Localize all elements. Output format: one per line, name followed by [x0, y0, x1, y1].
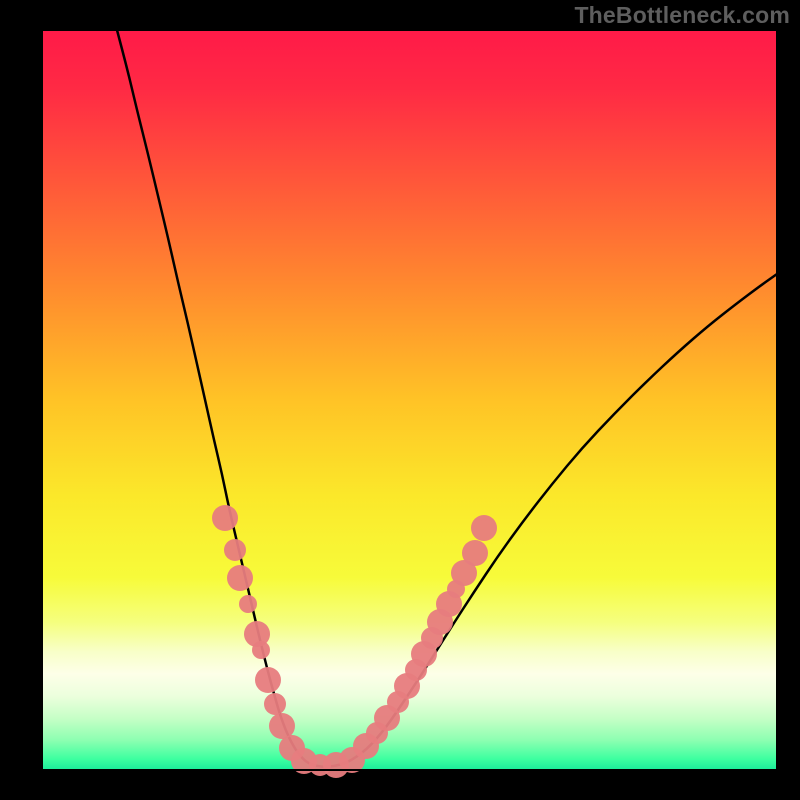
dot-left [264, 693, 286, 715]
watermark-text: TheBottleneck.com [574, 2, 790, 29]
dot-left [227, 565, 253, 591]
plot-area [42, 30, 777, 770]
dot-right [462, 540, 488, 566]
dot-left [252, 641, 270, 659]
chart-svg [0, 0, 800, 800]
dot-left [212, 505, 238, 531]
dot-right [471, 515, 497, 541]
dot-left [239, 595, 257, 613]
chart-container: TheBottleneck.com [0, 0, 800, 800]
dot-left [255, 667, 281, 693]
dot-left [224, 539, 246, 561]
